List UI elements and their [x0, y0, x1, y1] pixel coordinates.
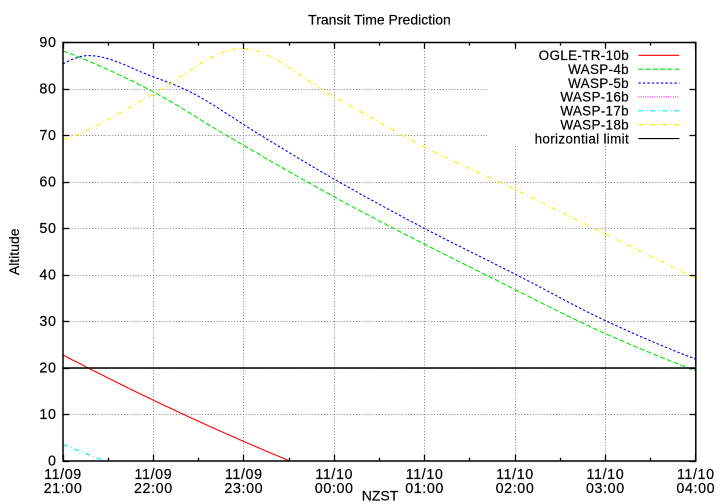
svg-text:WASP-16b: WASP-16b [560, 90, 629, 105]
svg-text:22:00: 22:00 [134, 481, 173, 497]
svg-text:04:00: 04:00 [676, 481, 715, 497]
svg-text:11/10: 11/10 [496, 467, 534, 483]
svg-text:70: 70 [39, 128, 56, 144]
svg-text:60: 60 [39, 175, 56, 191]
svg-text:WASP-18b: WASP-18b [560, 117, 629, 132]
svg-text:NZST: NZST [362, 487, 399, 503]
svg-text:11/09: 11/09 [44, 467, 82, 483]
svg-text:20: 20 [39, 361, 56, 377]
svg-text:00:00: 00:00 [315, 481, 354, 497]
svg-text:11/09: 11/09 [225, 467, 263, 483]
svg-text:WASP-4b: WASP-4b [568, 62, 629, 77]
svg-text:30: 30 [39, 314, 56, 330]
svg-text:01:00: 01:00 [405, 481, 444, 497]
svg-text:WASP-17b: WASP-17b [560, 104, 629, 119]
svg-text:11/09: 11/09 [135, 467, 173, 483]
svg-text:80: 80 [39, 82, 56, 98]
svg-text:WASP-5b: WASP-5b [568, 76, 629, 91]
svg-text:02:00: 02:00 [496, 481, 535, 497]
svg-text:11/10: 11/10 [315, 467, 353, 483]
svg-text:0: 0 [48, 454, 57, 470]
svg-text:11/10: 11/10 [677, 467, 715, 483]
svg-text:11/10: 11/10 [587, 467, 625, 483]
svg-text:90: 90 [39, 35, 56, 51]
svg-text:OGLE-TR-10b: OGLE-TR-10b [539, 48, 629, 63]
svg-text:Altitude: Altitude [6, 228, 22, 275]
svg-text:Transit Time Prediction: Transit Time Prediction [308, 12, 451, 28]
svg-text:50: 50 [39, 221, 56, 237]
svg-text:23:00: 23:00 [224, 481, 263, 497]
svg-text:40: 40 [39, 268, 56, 284]
svg-text:horizontial limit: horizontial limit [535, 131, 629, 146]
svg-text:21:00: 21:00 [44, 481, 83, 497]
svg-text:03:00: 03:00 [586, 481, 625, 497]
svg-text:10: 10 [39, 407, 56, 423]
svg-text:11/10: 11/10 [406, 467, 444, 483]
